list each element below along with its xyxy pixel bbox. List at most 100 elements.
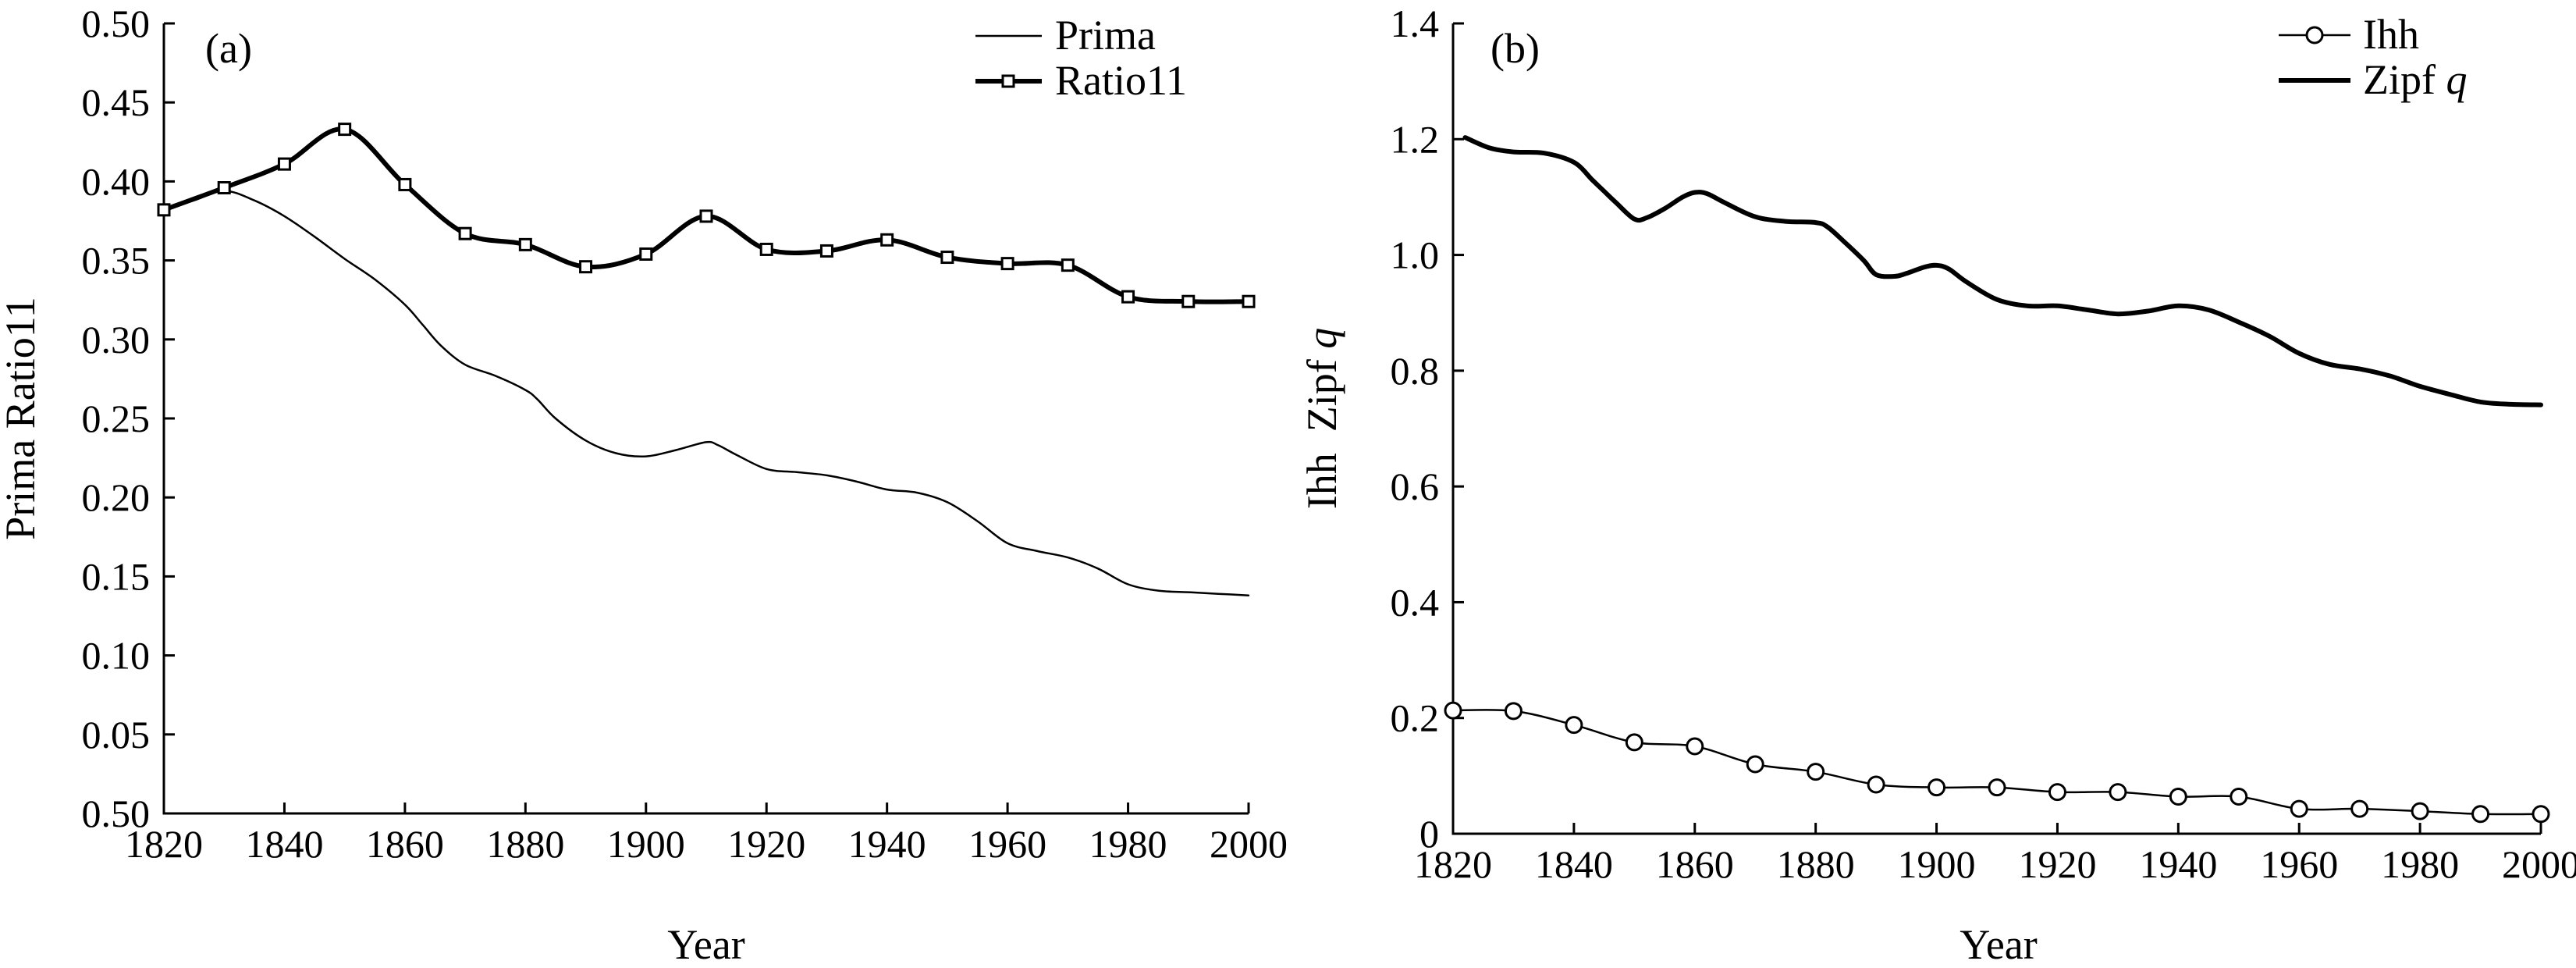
legend-ratio11-marker [1001,74,1015,88]
series-line-prima [162,190,1250,596]
panel-b-x-tick-label: 1920 [2018,842,2096,886]
data-point-ihh [1746,755,1764,774]
panel-b-y-tick-label: 0.8 [1391,349,1440,393]
data-point-ihh [2532,805,2550,824]
data-point-ihh [2169,788,2187,806]
data-point-ratio11 [819,244,833,258]
panel-a-x-tick-label: 1840 [245,822,323,866]
panel-b-x-tick-label: 1940 [2139,842,2217,886]
panel-a-y-tick-label: 0.10 [82,634,151,678]
panel-a-y-tick-label: 0.40 [82,159,151,203]
panel-a-y-tick-label: 0.05 [82,713,151,756]
panel-a-y-tick-label: 0.25 [82,397,151,440]
data-point-ratio11 [458,226,472,240]
data-point-ratio11 [1061,258,1075,272]
panel-b-x-tick-label: 1820 [1414,842,1492,886]
panel-b-y-tick-label: 0.2 [1391,696,1440,740]
panel-a-y-axis-title: Prima Ratio11 [0,297,44,539]
panel-a-x-tick-label: 1820 [125,822,203,866]
data-point-ihh [1444,701,1462,720]
data-point-ihh [2048,783,2066,802]
data-point-ihh [1565,716,1583,735]
data-point-ihh [2411,802,2429,820]
panel-a-x-tick-label: 1980 [1089,822,1167,866]
data-point-ihh [1807,763,1825,781]
panel-a-ticks: 1820 1840 1860 1880 1900 1920 1940 1960 1980 2000… [82,2,1288,866]
data-point-ihh [1928,778,1946,797]
panel-b-y-tick-label: 1.4 [1391,2,1440,45]
panel-b-y-axis-title: Ihh Zipf q [1299,328,1345,509]
panel-b-x-axis-title: Year [1960,921,2038,968]
panel-a-x-tick-label: 1940 [848,822,926,866]
panel-a-x-tick-label: 1960 [968,822,1046,866]
panel-b-y-tick-label: 0 [1419,812,1439,856]
data-point-ratio11 [759,242,773,256]
panel-a: 1820 1840 1860 1880 1900 1920 1940 1960 1980 2000… [0,2,1288,968]
panel-b-y-tick-label: 1.2 [1391,117,1440,161]
panel-a-legend: Prima Ratio11 [975,12,1187,104]
panel-a-y-tick-label: 0.30 [82,318,151,361]
data-point-ihh [2350,799,2369,818]
data-point-ratio11 [518,237,532,251]
data-point-ihh [2109,783,2127,802]
panel-b: 1820 1840 1860 1880 1900 1920 1940 1960 1980 2000… [1299,2,2576,968]
panel-b-x-tick-label: 1860 [1656,842,1734,886]
legend-prima-label: Prima [1055,12,1156,59]
data-point-ratio11 [1181,294,1196,308]
panel-a-tag: (a) [205,25,252,72]
data-point-ihh [1625,733,1643,752]
panel-b-x-tick-label: 1900 [1898,842,1976,886]
data-point-ihh [2230,788,2248,806]
panel-b-x-tick-label: 1980 [2381,842,2459,886]
panel-b-tag: (b) [1491,25,1540,72]
data-point-ihh [1686,737,1704,756]
panel-b-x-tick-label: 1960 [2260,842,2338,886]
legend-ratio11-label: Ratio11 [1055,57,1187,104]
data-point-ratio11 [699,209,713,223]
data-point-ratio11 [1000,257,1014,271]
data-point-ratio11 [1242,294,1256,308]
panel-b-y-axis-title-plain: Ihh Zipf [1299,349,1345,509]
data-point-ihh [1504,702,1523,721]
legend-ihh-marker [2305,26,2324,44]
series-line-zipf-q [1462,135,2543,407]
data-point-ratio11 [639,247,653,262]
panel-a-x-tick-label: 2000 [1210,822,1288,866]
data-point-ratio11 [277,157,291,171]
data-point-ratio11 [880,233,894,247]
panel-b-x-tick-label: 2000 [2502,842,2576,886]
panel-b-ticks: 1820 1840 1860 1880 1900 1920 1940 1960 1980 2000… [1391,2,2576,886]
panel-a-y-tick-label: 0.50 [82,792,151,835]
panel-a-y-tick-label: 0.15 [82,554,151,598]
panel-b-axes [1451,23,2541,835]
panel-a-x-tick-label: 1900 [607,822,685,866]
panel-b-legend: Ihh Zipf q [2279,11,2467,103]
panel-a-axes [162,23,1249,815]
panel-a-y-tick-label: 0.45 [82,80,151,124]
panel-b-y-tick-label: 1.0 [1391,233,1440,277]
panel-a-x-tick-label: 1880 [486,822,564,866]
panel-a-x-tick-label: 1860 [366,822,444,866]
legend-ihh-label: Ihh [2363,11,2419,58]
panel-a-y-tick-label: 0.50 [82,2,151,45]
panel-b-y-tick-label: 0.4 [1391,580,1440,624]
panel-b-y-axis-title-italic: q [1299,328,1345,349]
data-point-ihh [1867,775,1885,794]
panel-b-y-tick-label: 0.6 [1391,464,1440,508]
data-point-ihh [2471,805,2490,824]
panel-a-x-tick-label: 1920 [727,822,805,866]
panel-b-x-tick-label: 1840 [1535,842,1613,886]
panel-b-x-tick-label: 1880 [1777,842,1855,886]
series-line-ihh [1451,709,2542,816]
panel-a-series [157,123,1256,596]
panel-a-y-tick-label: 0.20 [82,475,151,519]
legend-zipf-label: Zipf q [2363,56,2467,103]
legend-zipf-label-plain: Zipf [2363,56,2446,103]
data-point-ratio11 [1121,290,1135,304]
data-point-ihh [1988,778,2006,797]
data-point-ratio11 [217,180,231,194]
legend-zipf-label-italic: q [2446,56,2467,103]
panel-a-x-axis-title: Year [667,921,745,968]
data-point-ihh [2290,799,2308,818]
